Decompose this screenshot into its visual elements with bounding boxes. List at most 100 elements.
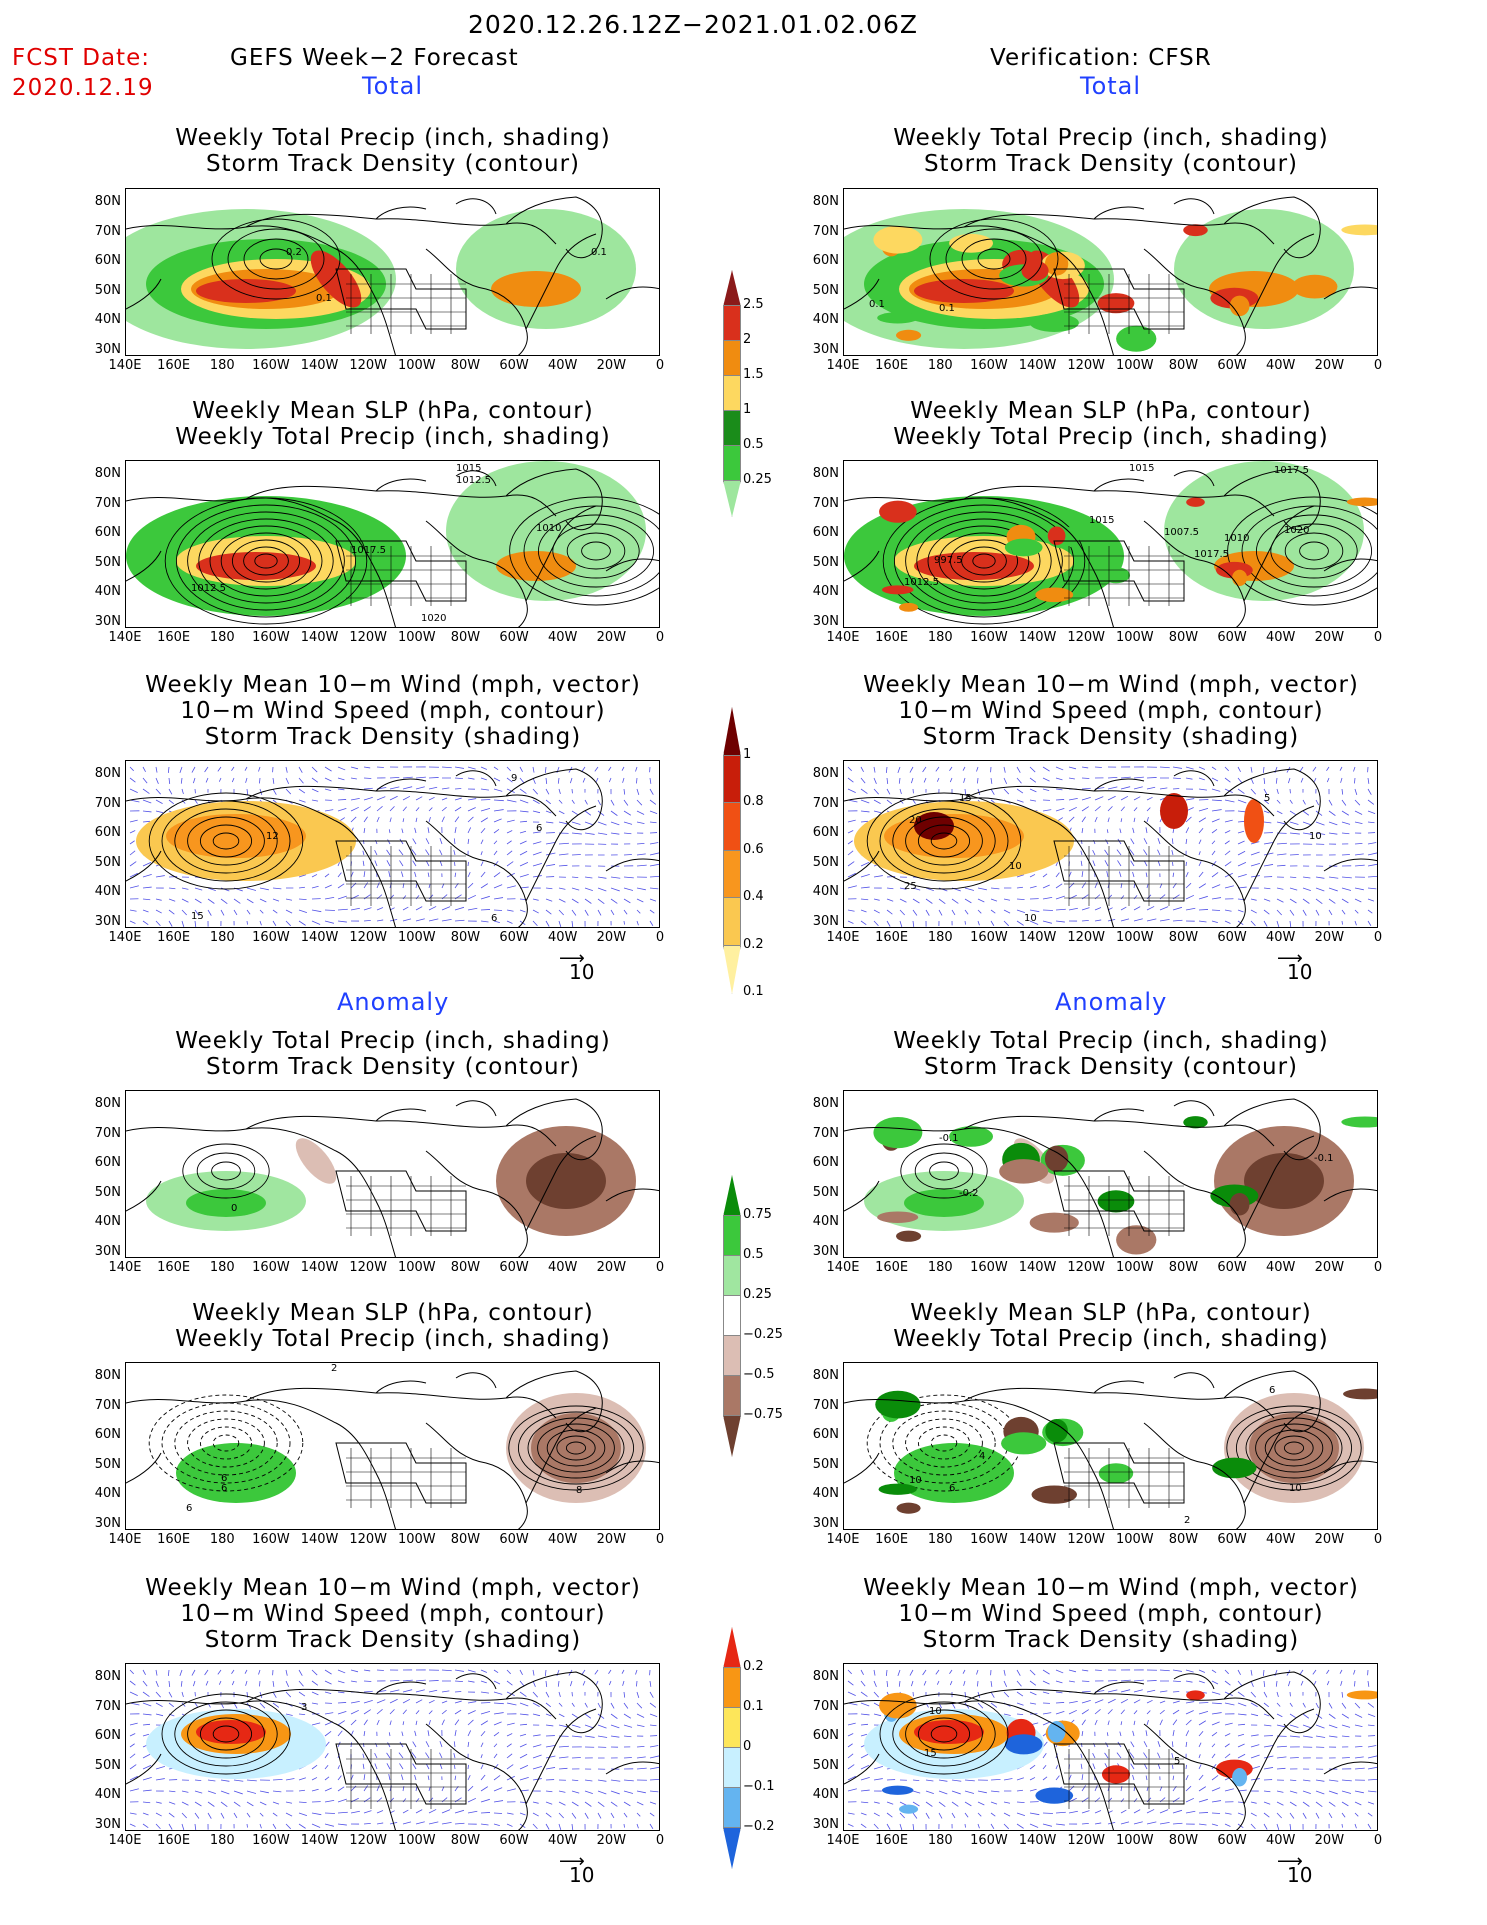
lon-tick-label: 100W bbox=[397, 930, 436, 945]
lat-tick-label: 50N bbox=[94, 282, 121, 298]
lon-tick-label: 140W bbox=[1018, 1833, 1057, 1848]
lon-tick-label: 60W bbox=[1217, 630, 1247, 645]
right-total-heading: Total bbox=[1080, 72, 1142, 100]
contour-label: 2 bbox=[1184, 1515, 1190, 1526]
lat-tick-label: 30N bbox=[812, 341, 839, 357]
lon-tick-label: 40W bbox=[1266, 1532, 1296, 1547]
lat-tick-label: 40N bbox=[812, 584, 839, 599]
lon-tick-label: 0 bbox=[1373, 1260, 1383, 1275]
anom-shade bbox=[904, 1189, 984, 1217]
lon-tick-label: 160E bbox=[875, 630, 909, 645]
colorbar-label: 0.5 bbox=[743, 1247, 764, 1262]
lat-tick-label: 80N bbox=[94, 1096, 121, 1111]
lon-tick-label: 0 bbox=[1373, 1833, 1383, 1848]
lat-tick-label: 40N bbox=[812, 1486, 839, 1501]
anom-shade bbox=[1045, 1418, 1068, 1443]
panel-title-line: Weekly Mean SLP (hPa, contour) bbox=[192, 1300, 594, 1326]
lat-tick-label: 80N bbox=[812, 194, 839, 209]
lat-tick-label: 40N bbox=[812, 1214, 839, 1229]
lon-tick-label: 0 bbox=[655, 358, 665, 373]
contour-label: 5 bbox=[1264, 793, 1270, 804]
anom-shade bbox=[1098, 1463, 1134, 1484]
vector-reference-label: 10 bbox=[1287, 960, 1313, 984]
lat-tick-label: 30N bbox=[94, 341, 121, 357]
panel-title-line: Weekly Total Precip (inch, shading) bbox=[893, 424, 1329, 450]
colorbar-segment bbox=[723, 1627, 741, 1669]
lon-tick-label: 140W bbox=[1018, 1532, 1057, 1547]
lon-tick-label: 140E bbox=[826, 630, 860, 645]
panel-title-line: Weekly Total Precip (inch, shading) bbox=[893, 125, 1329, 151]
lon-tick-label: 160W bbox=[970, 1260, 1008, 1275]
lon-tick-label: 100W bbox=[397, 358, 436, 373]
lon-tick-label: 80W bbox=[450, 1260, 481, 1275]
precip-shade bbox=[877, 312, 919, 324]
contour-label: 1017.5 bbox=[1274, 465, 1309, 476]
colorbar-label: 0.4 bbox=[743, 889, 764, 904]
anom-shade bbox=[1244, 1153, 1324, 1209]
colorbar-label: −0.25 bbox=[743, 1327, 783, 1342]
lon-tick-label: 180 bbox=[209, 1260, 235, 1275]
lon-tick-label: 140W bbox=[300, 358, 339, 373]
lon-tick-label: 120W bbox=[349, 930, 387, 945]
lon-tick-label: 40W bbox=[548, 358, 578, 373]
colorbar-label: 0.25 bbox=[743, 472, 772, 487]
colorbar-label: 2.5 bbox=[743, 297, 764, 312]
colorbar-label: −0.75 bbox=[743, 1407, 783, 1422]
precip-shade bbox=[881, 585, 914, 595]
lon-tick-label: 40W bbox=[548, 1260, 578, 1275]
colorbar-label: 0 bbox=[743, 1739, 752, 1754]
anom-shade bbox=[1029, 1212, 1079, 1233]
colorbar-segment bbox=[723, 1707, 741, 1749]
lon-tick-label: 0 bbox=[655, 1532, 665, 1547]
lon-tick-label: 140E bbox=[108, 1260, 142, 1275]
contour-label: 3 bbox=[301, 1702, 307, 1713]
lon-tick-label: 60W bbox=[1217, 1833, 1247, 1848]
anom-shade bbox=[877, 1211, 919, 1223]
anom-shade bbox=[875, 1390, 921, 1419]
lon-tick-label: 180 bbox=[209, 1532, 235, 1547]
precip-shade bbox=[1004, 538, 1043, 557]
lat-tick-label: 40N bbox=[94, 884, 121, 899]
storm-anom-shade bbox=[1346, 1690, 1377, 1700]
anom-shade bbox=[1116, 1225, 1157, 1255]
lon-tick-label: 40W bbox=[1266, 358, 1296, 373]
colorbar-segment bbox=[723, 410, 741, 447]
lat-tick-label: 80N bbox=[94, 466, 121, 481]
lon-tick-label: 140W bbox=[1018, 930, 1057, 945]
lat-tick-label: 40N bbox=[94, 1486, 121, 1501]
coastline bbox=[126, 1098, 659, 1257]
precip-shade bbox=[1229, 295, 1250, 317]
map-canvas: 1015 1012.5 1010 1017.5 1012.5 1020 bbox=[125, 460, 660, 628]
storm-anom-shade bbox=[1047, 1720, 1066, 1743]
storm-track-contours bbox=[900, 1143, 988, 1199]
contour-label: 0 bbox=[231, 1203, 237, 1214]
lat-tick-label: 60N bbox=[94, 1155, 121, 1170]
lon-tick-label: 20W bbox=[1314, 358, 1345, 373]
lat-tick-label: 70N bbox=[812, 795, 839, 811]
storm-anom-shade bbox=[899, 1804, 919, 1814]
contour-label: 6 bbox=[536, 823, 542, 834]
lat-tick-label: 80N bbox=[812, 466, 839, 481]
lat-tick-label: 50N bbox=[94, 854, 121, 870]
storm-track-contours bbox=[211, 218, 341, 300]
wind-vectors bbox=[129, 1669, 659, 1830]
colorbar-label: 0.2 bbox=[743, 936, 764, 952]
panel-title-line: Storm Track Density (contour) bbox=[205, 1054, 581, 1080]
lat-tick-label: 50N bbox=[812, 1757, 839, 1773]
vector-reference-label: 10 bbox=[1287, 1863, 1313, 1887]
lat-tick-label: 80N bbox=[94, 766, 121, 781]
contour-label: 8 bbox=[576, 1485, 582, 1496]
lat-tick-label: 30N bbox=[94, 1515, 121, 1531]
lon-tick-label: 120W bbox=[349, 1833, 387, 1848]
colorbar-label: 0.2 bbox=[743, 1659, 764, 1674]
anom-shade bbox=[999, 1159, 1049, 1184]
anom-shade bbox=[176, 1443, 296, 1503]
lon-tick-label: 140E bbox=[826, 1532, 860, 1547]
lat-tick-label: 50N bbox=[94, 1757, 121, 1773]
panel-title-line: Weekly Mean SLP (hPa, contour) bbox=[192, 398, 594, 424]
lon-tick-label: 180 bbox=[927, 358, 953, 373]
lon-tick-label: 120W bbox=[1067, 1260, 1105, 1275]
lon-tick-label: 140W bbox=[1018, 358, 1057, 373]
storm-density-shade bbox=[1160, 793, 1188, 829]
colorbar-segment bbox=[723, 944, 741, 994]
